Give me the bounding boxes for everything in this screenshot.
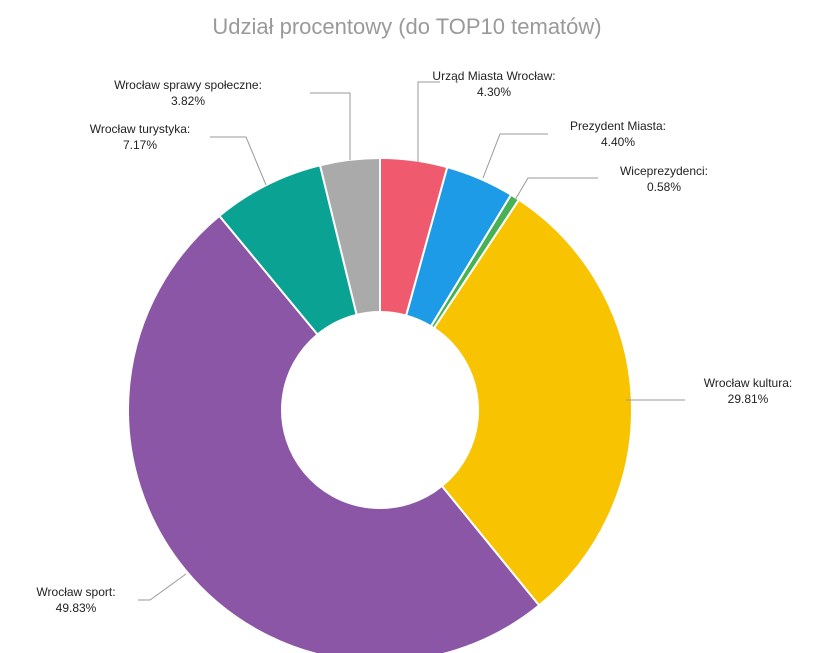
leader-line <box>482 133 548 179</box>
slice-value-label: 4.40% <box>601 135 635 149</box>
slice-label: Urząd Miasta Wrocław: <box>432 69 555 83</box>
leader-line <box>138 573 187 601</box>
slice-value-label: 7.17% <box>123 138 157 152</box>
slice-value-label: 3.82% <box>171 94 205 108</box>
slice-value-label: 4.30% <box>477 85 511 99</box>
slice-label: Wrocław sport: <box>36 585 115 599</box>
leader-line <box>310 92 351 160</box>
slice-value-label: 0.58% <box>647 180 681 194</box>
leader-line <box>417 81 440 162</box>
slice-label: Prezydent Miasta: <box>570 119 666 133</box>
slice-value-label: 29.81% <box>728 392 769 406</box>
slice-label: Wrocław kultura: <box>704 376 792 390</box>
slice-label: Wiceprezydenci: <box>620 164 708 178</box>
chart-title: Udział procentowy (do TOP10 tematów) <box>212 14 602 39</box>
donut-slice <box>432 198 633 607</box>
leader-line <box>514 177 598 201</box>
slice-label: Wrocław turystyka: <box>90 122 190 136</box>
slice-label: Wrocław sprawy społeczne: <box>114 78 262 92</box>
donut-slice <box>318 156 381 317</box>
slice-value-label: 49.83% <box>56 601 97 615</box>
leader-line <box>210 136 267 186</box>
donut-slice <box>127 214 541 653</box>
